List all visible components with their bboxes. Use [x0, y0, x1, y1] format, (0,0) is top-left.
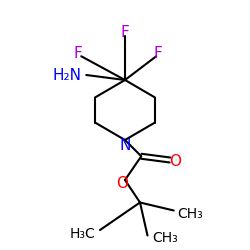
Text: H₂N: H₂N	[53, 68, 82, 82]
Text: CH₃: CH₃	[152, 230, 178, 244]
Text: O: O	[116, 176, 128, 191]
Text: CH₃: CH₃	[178, 207, 203, 221]
Text: H₃C: H₃C	[70, 227, 96, 241]
Text: N: N	[119, 138, 131, 152]
Text: F: F	[120, 25, 130, 40]
Text: O: O	[169, 154, 181, 169]
Text: F: F	[153, 46, 162, 61]
Text: F: F	[73, 46, 82, 61]
